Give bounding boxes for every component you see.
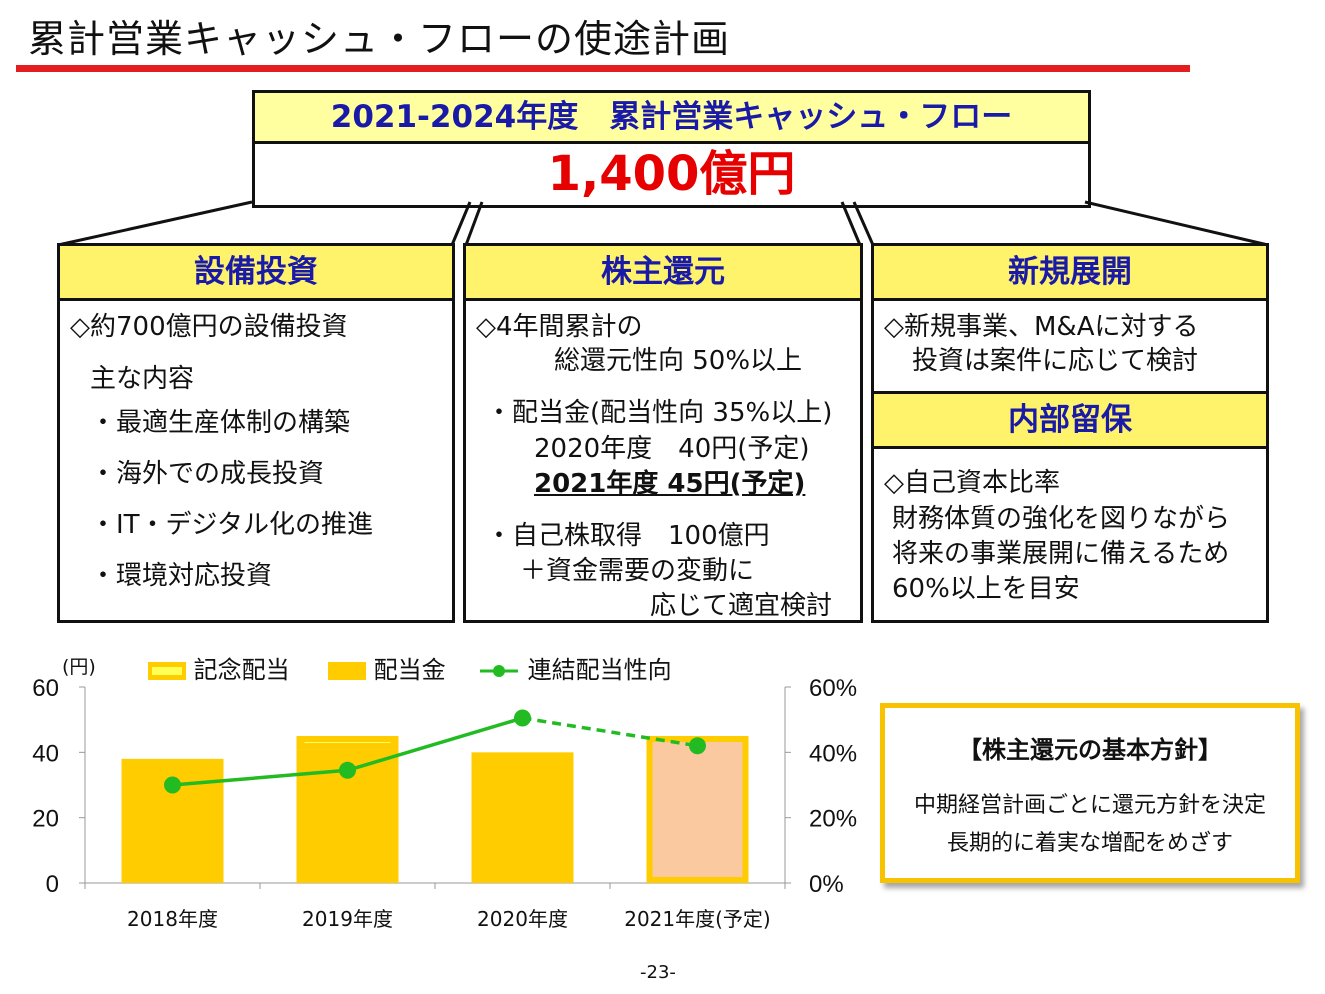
legend-commemorative-swatch	[148, 662, 186, 680]
shareholder-line: ◇4年間累計の	[476, 312, 643, 342]
payout-point	[339, 761, 356, 779]
dividend-chart: 0 20 40 60(円) 0% 20% 40% 60% 2018年度 2019年度 2020年度 2…	[32, 656, 857, 931]
capex-panel: 設備投資 ◇約700億円の設備投資 主な内容 ・最適生産体制の構築 ・海外での成…	[57, 243, 455, 623]
shareholder-panel: 株主還元 ◇4年間累計の 総還元性向 50%以上 ・配当金(配当性向 35%以上…	[463, 243, 863, 623]
summary-amount: 1,400億円	[547, 146, 796, 202]
retained-line: 60%以上を目安	[892, 574, 1080, 604]
policy-header: 【株主還元の基本方針】	[958, 736, 1222, 764]
payout-point	[689, 737, 706, 755]
shareholder-line: 応じて適宜検討	[650, 591, 833, 621]
summary-box: 2021-2024年度 累計営業キャッシュ・フロー 1,400億円	[252, 90, 1091, 208]
policy-lines: 中期経営計画ごとに還元方針を決定 長期的に着実な増配をめざす	[885, 787, 1295, 863]
shareholder-header: 株主還元	[466, 246, 860, 301]
payout-line-segment	[172, 768, 348, 787]
legend-dividend: 配当金	[328, 650, 446, 685]
title-rule	[16, 65, 1190, 72]
y-right-tick-label: 40%	[809, 740, 857, 767]
legend-dividend-swatch	[328, 662, 366, 680]
capex-line: ・海外での成長投資	[90, 459, 325, 489]
shareholder-line-highlight: 2021年度 45円(予定)	[534, 469, 806, 499]
shareholder-line: ・配当金(配当性向 35%以上)	[486, 398, 833, 428]
bar-dividend	[471, 752, 574, 883]
page-number: -23-	[640, 962, 676, 983]
y-left-tick-label: 40	[32, 740, 59, 767]
retained-line: 将来の事業展開に備えるため	[892, 539, 1230, 569]
bar-dividend-forecast	[646, 736, 749, 883]
payout-point	[514, 709, 531, 727]
retained-header: 内部留保	[874, 391, 1266, 449]
policy-box: 【株主還元の基本方針】 中期経営計画ごとに還元方針を決定 長期的に着実な増配をめ…	[880, 703, 1300, 883]
legend-commemorative-label: 記念配当	[193, 656, 290, 684]
y-left-tick-label: 20	[32, 806, 59, 833]
right-panel: 新規展開 ◇新規事業、M&Aに対する 投資は案件に応じて検討 内部留保 ◇自己資…	[871, 243, 1269, 623]
y-right-tick-label: 60%	[809, 675, 857, 702]
new-business-line: 投資は案件に応じて検討	[912, 346, 1199, 376]
legend-payout-ratio: 連結配当性向	[478, 650, 672, 685]
capex-line: 主な内容	[90, 364, 195, 394]
capex-line: ◇約700億円の設備投資	[70, 312, 348, 342]
new-business-line: ◇新規事業、M&Aに対する	[884, 312, 1199, 342]
payout-point	[164, 776, 181, 794]
retained-line: 財務体質の強化を図りながら	[892, 504, 1231, 534]
summary-header: 2021-2024年度 累計営業キャッシュ・フロー	[255, 93, 1088, 144]
legend-payout-ratio-label: 連結配当性向	[527, 656, 672, 684]
y-left-unit-label: (円)	[62, 656, 96, 678]
retained-line: ◇自己資本比率	[884, 468, 1060, 498]
policy-line: 長期的に着実な増配をめざす	[946, 831, 1233, 856]
legend-commemorative: 記念配当	[148, 650, 290, 685]
capex-line: ・環境対応投資	[90, 561, 273, 591]
connector-lines	[57, 200, 1269, 247]
legend-dividend-label: 配当金	[373, 656, 446, 684]
payout-line-forecast-segment	[522, 716, 698, 748]
capex-line: ・最適生産体制の構築	[90, 408, 351, 438]
x-tick-label: 2018年度	[127, 907, 218, 931]
bar-commemorative-inner	[304, 742, 391, 744]
shareholder-line: ・自己株取得 100億円	[486, 521, 770, 551]
y-right-tick-label: 0%	[809, 871, 844, 898]
y-left-tick-label: 60	[32, 675, 59, 702]
page-title: 累計営業キャッシュ・フローの使途計画	[28, 17, 731, 61]
shareholder-line: 総還元性向 50%以上	[554, 346, 803, 376]
new-business-header: 新規展開	[874, 246, 1266, 301]
shareholder-line: ＋資金需要の変動に	[520, 556, 755, 586]
x-tick-label: 2021年度(予定)	[624, 907, 771, 931]
y-left-tick-label: 0	[46, 871, 59, 898]
shareholder-line: 2020年度 40円(予定)	[534, 434, 810, 464]
x-tick-label: 2020年度	[477, 907, 568, 931]
capex-header: 設備投資	[60, 246, 452, 301]
y-right-tick-label: 20%	[809, 806, 857, 833]
payout-line-segment	[346, 716, 524, 772]
capex-line: ・IT・デジタル化の推進	[90, 510, 374, 540]
policy-line: 中期経営計画ごとに還元方針を決定	[913, 793, 1266, 818]
legend-payout-ratio-swatch	[480, 665, 518, 677]
x-tick-label: 2019年度	[302, 907, 393, 931]
